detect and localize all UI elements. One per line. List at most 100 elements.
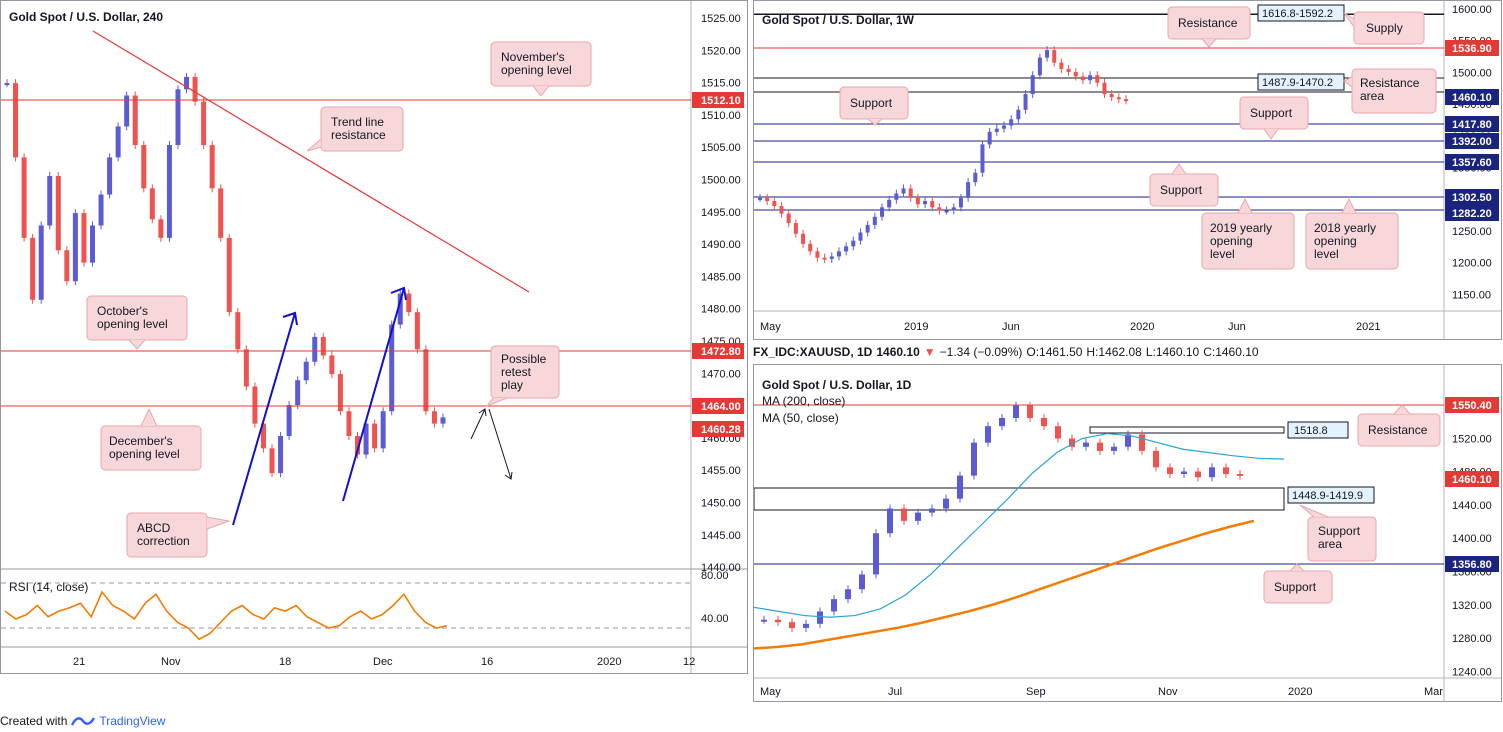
price-tag-1w-1282: 1282.20 <box>1445 205 1499 221</box>
y-tick: 1280.00 <box>1452 633 1492 645</box>
candle <box>908 188 913 198</box>
candle <box>107 157 113 195</box>
note-support-area-1d: Support area <box>1299 504 1377 562</box>
candle <box>779 206 784 214</box>
chart-4h-svg[interactable]: 1525.00 1520.00 1515.00 1510.00 1505.00 1500.… <box>1 1 747 673</box>
price-tag-4h-1460: 1460.28 <box>692 421 744 437</box>
chart-1d-svg[interactable]: 1560.001520.001480.001440.001400.001360.… <box>754 365 1501 701</box>
candle <box>987 131 992 145</box>
high-value: H:1462.08 <box>1086 345 1142 359</box>
candle <box>1013 405 1019 418</box>
svg-text:Support: Support <box>1160 183 1203 197</box>
candle <box>124 95 130 127</box>
candle <box>1080 76 1085 81</box>
x-tick: 16 <box>481 656 493 668</box>
candle <box>320 336 326 356</box>
candle <box>1102 82 1107 95</box>
candle <box>363 423 369 455</box>
candle <box>312 336 318 362</box>
candle <box>845 589 851 600</box>
candle <box>761 619 767 622</box>
candle <box>55 175 61 251</box>
x-tick: 2021 <box>1356 321 1380 333</box>
candle <box>1069 438 1075 447</box>
note-resistance-1d: Resistance <box>1357 404 1441 447</box>
x-tick: Nov <box>1158 686 1178 698</box>
candle <box>1167 467 1173 474</box>
candle <box>758 197 762 200</box>
x-tick: 2020 <box>1130 321 1154 333</box>
chart-4h-panel[interactable]: 1525.00 1520.00 1515.00 1510.00 1505.00 1500.… <box>0 0 748 674</box>
candle <box>1088 75 1093 81</box>
candle <box>1002 125 1006 129</box>
candle <box>873 533 879 575</box>
note-2018-yearly: 2018 yearly opening level <box>1305 197 1399 270</box>
svg-text:1616.8-1592.2: 1616.8-1592.2 <box>1262 8 1333 20</box>
note-abcd-correction: ABCD correction <box>126 512 231 558</box>
price-tag-1w-1392: 1392.00 <box>1445 133 1499 149</box>
candle <box>1083 442 1089 447</box>
candle <box>1116 97 1121 100</box>
candle <box>829 256 834 259</box>
candle <box>346 411 352 436</box>
candle <box>815 251 820 258</box>
candle <box>1209 467 1215 478</box>
candle <box>1124 99 1128 102</box>
candle <box>64 250 70 282</box>
candle <box>1055 426 1061 439</box>
note-support-1d: Support <box>1263 563 1333 604</box>
candle <box>1016 109 1021 120</box>
candle <box>775 619 781 623</box>
symbol-name: FX_IDC:XAUUSD, 1D <box>753 345 873 359</box>
rsi-tick: 80.00 <box>701 570 729 582</box>
ma200-line <box>754 519 1255 650</box>
candle <box>999 417 1005 427</box>
price-line-1w <box>758 46 1128 263</box>
candle <box>930 201 935 208</box>
close-value: C:1460.10 <box>1203 345 1259 359</box>
svg-text:1550.40: 1550.40 <box>1452 400 1492 412</box>
zone-support-area <box>754 487 1285 511</box>
candle <box>269 448 275 474</box>
candle <box>1111 446 1117 451</box>
price-line-1d <box>761 401 1243 632</box>
candle <box>937 207 942 211</box>
candle <box>295 380 301 406</box>
candle <box>808 243 813 252</box>
candle <box>1181 471 1187 474</box>
candle <box>1237 473 1243 476</box>
ma200-legend: MA (200, close) <box>762 394 845 408</box>
candle <box>901 508 907 521</box>
chart-4h-title: Gold Spot / U.S. Dollar, 240 <box>9 10 163 24</box>
svg-text:Support: Support <box>1250 106 1293 120</box>
x-tick: 21 <box>73 656 85 668</box>
x-tick: Sep <box>1026 686 1046 698</box>
candle <box>1059 62 1064 69</box>
candle <box>1125 434 1131 447</box>
svg-text:1302.50: 1302.50 <box>1452 192 1492 204</box>
note-possible-retest: Possible retest play <box>485 345 560 408</box>
price-tag-1d-1550: 1550.40 <box>1445 397 1499 413</box>
chart-1d-panel[interactable]: 1560.001520.001480.001440.001400.001360.… <box>753 364 1502 702</box>
candle <box>149 188 155 220</box>
note-resistance-1w: Resistance <box>1167 6 1251 48</box>
chart-1w-svg[interactable]: 1600.001550.001500.001450.001400.001350.… <box>754 1 1501 339</box>
price-tag-1d-1356: 1356.80 <box>1445 556 1499 572</box>
chart-1w-panel[interactable]: 1600.001550.001500.001450.001400.001350.… <box>753 0 1502 340</box>
tradingview-brand[interactable]: TradingView <box>99 714 166 728</box>
candle <box>30 237 36 300</box>
rsi-tick: 40.00 <box>701 613 729 625</box>
candle <box>901 188 906 194</box>
candle <box>973 172 978 183</box>
price-tag-4h-1472: 1472.80 <box>692 343 744 359</box>
candle <box>13 83 19 158</box>
price-line-4h <box>4 72 446 478</box>
candle <box>72 213 78 282</box>
candle <box>1030 75 1035 95</box>
candle <box>801 233 806 244</box>
y-axis-1d: 1560.001520.001480.001440.001400.001360.… <box>1452 400 1492 678</box>
